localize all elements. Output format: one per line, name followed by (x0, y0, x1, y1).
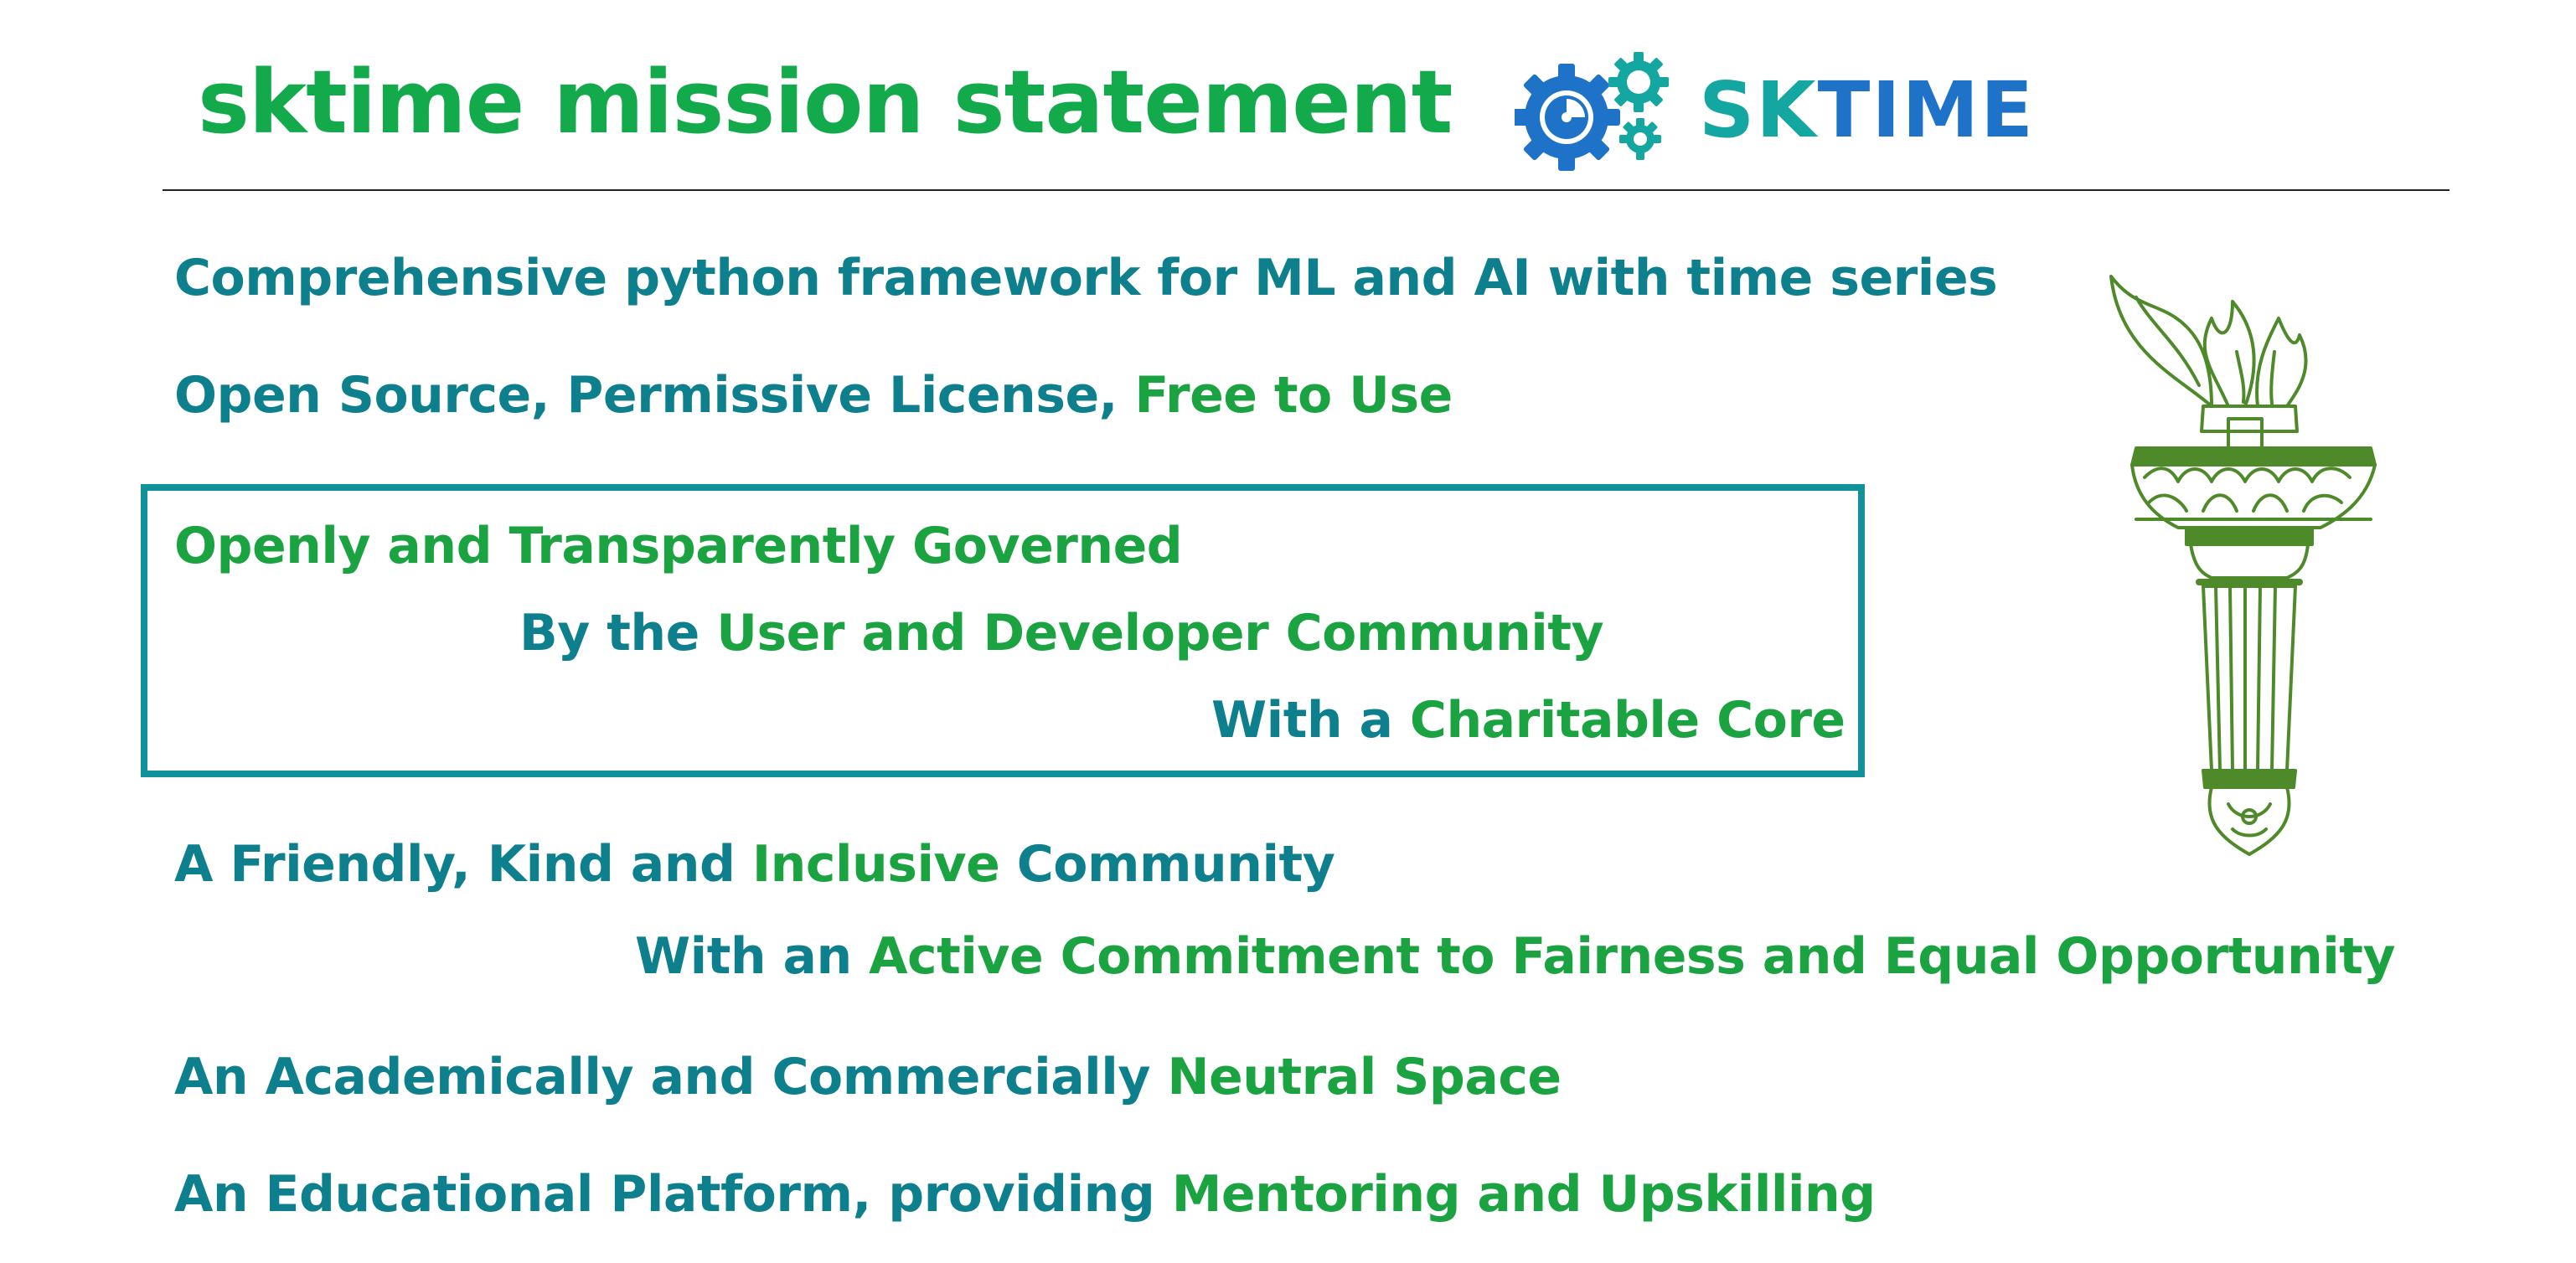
statement-friendly: A Friendly, Kind and Inclusive Community (174, 839, 1335, 889)
statement-charitable-highlight: Charitable Core (1409, 691, 1846, 750)
statement-neutral: An Academically and Commercially Neutral… (174, 1052, 1562, 1102)
statement-free-to-use: Free to Use (1134, 366, 1453, 425)
statement-friendly-highlight: Inclusive (751, 835, 1000, 894)
logo-text-sk: SK (1699, 65, 1818, 155)
statement-community: By the User and Developer Community (519, 608, 1604, 658)
statement-community-prefix: By the (519, 604, 717, 662)
header-divider (163, 189, 2450, 191)
statement-framework-text: Comprehensive python framework for ML an… (174, 249, 1998, 307)
logo-text: SKTIME (1699, 72, 2035, 149)
statement-fairness: With an Active Commitment to Fairness an… (635, 931, 2396, 982)
gears-clock-icon (1515, 52, 1669, 171)
statement-neutral-highlight: Neutral Space (1167, 1048, 1562, 1106)
governance-box (141, 484, 1865, 777)
statement-governed-text: Openly and Transparently Governed (174, 517, 1183, 575)
logo-text-time: TIME (1817, 65, 2035, 155)
torch-icon (2109, 275, 2377, 856)
statement-fairness-highlight: Active Commitment to Fairness and Equal … (869, 927, 2396, 986)
statement-open-source: Open Source, Permissive License, Free to… (174, 370, 1453, 420)
statement-open-source-text: Open Source, Permissive License, (174, 366, 1135, 425)
statement-neutral-prefix: An Academically and Commercially (174, 1048, 1168, 1106)
statement-educational-highlight: Mentoring and Upskilling (1171, 1165, 1876, 1224)
statement-charitable-prefix: With a (1211, 691, 1410, 750)
statement-charitable: With a Charitable Core (1211, 695, 1846, 745)
statement-community-highlight: User and Developer Community (716, 604, 1604, 662)
sktime-logo: SKTIME (1515, 49, 2059, 174)
statement-educational: An Educational Platform, providing Mento… (174, 1169, 1876, 1219)
statement-friendly-suffix: Community (999, 835, 1335, 894)
statement-governed: Openly and Transparently Governed (174, 521, 1183, 571)
page-title: sktime mission statement (198, 51, 1453, 153)
statement-friendly-prefix: A Friendly, Kind and (174, 835, 752, 894)
statement-fairness-prefix: With an (635, 927, 870, 986)
statement-framework: Comprehensive python framework for ML an… (174, 253, 1998, 303)
statement-educational-prefix: An Educational Platform, providing (174, 1165, 1172, 1224)
